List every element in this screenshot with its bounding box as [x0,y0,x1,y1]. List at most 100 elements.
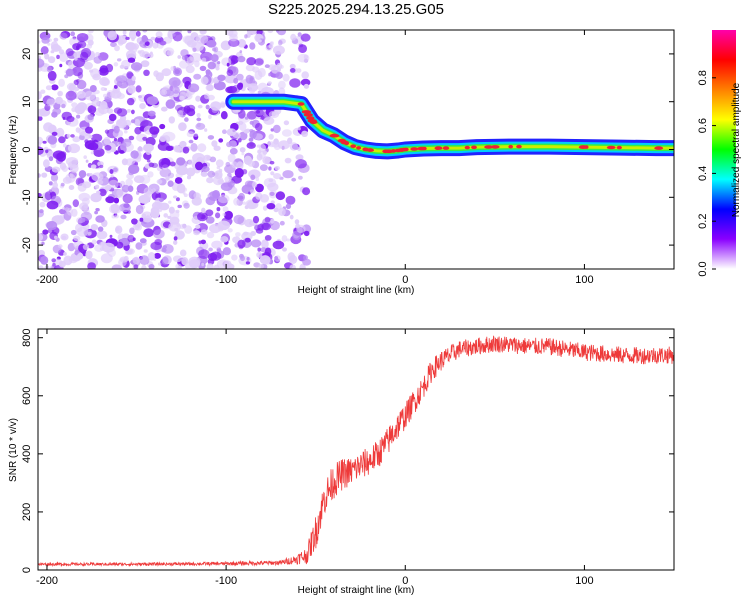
noise-speckle [186,167,196,177]
noise-speckle [229,147,238,155]
noise-speckle [116,81,123,87]
noise-speckle [207,94,215,101]
noise-speckle [186,108,196,117]
noise-speckle [217,179,225,185]
tone-hotspot [331,133,337,138]
noise-speckle [50,50,55,54]
noise-speckle [262,205,268,211]
noise-speckle [58,136,66,144]
noise-speckle [285,203,292,209]
noise-speckle [62,116,66,120]
noise-speckle [275,71,283,79]
noise-speckle [161,256,169,265]
noise-speckle [104,145,112,151]
noise-speckle [169,161,176,167]
noise-speckle [259,164,268,172]
noise-speckle [259,194,270,203]
tone-hotspot [490,145,500,149]
noise-speckle [264,64,270,68]
noise-speckle [208,247,213,252]
noise-speckle [188,83,200,93]
noise-speckle [155,31,163,39]
noise-speckle [126,109,131,113]
x-tick-label: -100 [215,575,237,587]
noise-speckle [289,214,294,220]
tone-track-layer-1 [228,96,674,157]
noise-speckle [182,76,192,85]
noise-speckle [182,187,188,192]
noise-speckle [214,170,223,180]
noise-speckle [114,45,120,52]
tone-hotspot [367,148,374,152]
noise-speckle [147,171,154,178]
noise-speckle [267,182,279,192]
tone-hotspot [307,119,317,123]
noise-speckle [209,156,217,163]
noise-speckle [152,42,159,49]
noise-speckle [132,43,140,50]
noise-speckle [205,196,216,206]
noise-speckle [47,135,58,145]
noise-speckle [261,239,269,249]
noise-speckle [258,263,264,269]
noise-speckle [278,40,283,46]
noise-speckle [111,264,122,269]
noise-speckle [42,229,49,235]
noise-speckle [38,173,41,178]
noise-speckle [153,229,165,239]
y-tick-label: 400 [21,445,33,463]
noise-speckle [143,69,150,77]
noise-speckle [283,120,290,126]
noise-speckle [177,204,182,209]
noise-speckle [38,193,42,197]
noise-speckle [265,45,273,51]
noise-speckle [227,228,233,233]
noise-speckle [285,195,296,205]
noise-speckle [158,202,170,211]
noise-speckle [38,40,41,44]
noise-speckle [76,79,87,90]
noise-speckle [179,60,190,69]
noise-speckle [168,222,182,232]
noise-speckle [206,40,217,48]
noise-speckle [91,239,97,245]
noise-speckle [249,189,256,194]
noise-speckle [93,56,103,64]
noise-speckle [143,187,153,196]
noise-speckle [70,229,77,236]
noise-speckle [206,263,214,269]
noise-speckle [121,59,131,69]
noise-speckle [244,34,248,39]
noise-speckle [128,135,135,141]
noise-speckle [98,188,107,197]
noise-speckle [70,134,75,138]
noise-speckle [222,212,226,217]
noise-speckle [227,85,238,94]
noise-speckle [238,192,246,202]
noise-speckle [220,236,229,243]
noise-speckle [245,261,250,265]
noise-speckle [193,133,199,137]
noise-speckle [243,231,249,236]
noise-speckle [226,62,230,67]
noise-speckle [207,170,216,178]
noise-speckle [81,217,86,223]
noise-speckle [76,45,80,49]
noise-speckle [40,89,46,94]
noise-speckle [298,175,303,180]
noise-speckle [295,154,304,161]
noise-speckle [179,249,187,257]
noise-speckle [103,136,111,145]
noise-speckle [193,73,202,80]
noise-speckle [81,47,92,58]
noise-speckle [270,218,275,224]
noise-speckle [161,244,174,254]
noise-speckle [113,197,120,204]
noise-speckle [159,135,167,142]
noise-speckle [91,133,103,143]
y-tick-label: 10 [21,96,33,108]
noise-speckle [206,177,214,184]
noise-speckle [303,83,309,89]
noise-speckle [146,96,159,106]
noise-speckle [39,201,46,208]
